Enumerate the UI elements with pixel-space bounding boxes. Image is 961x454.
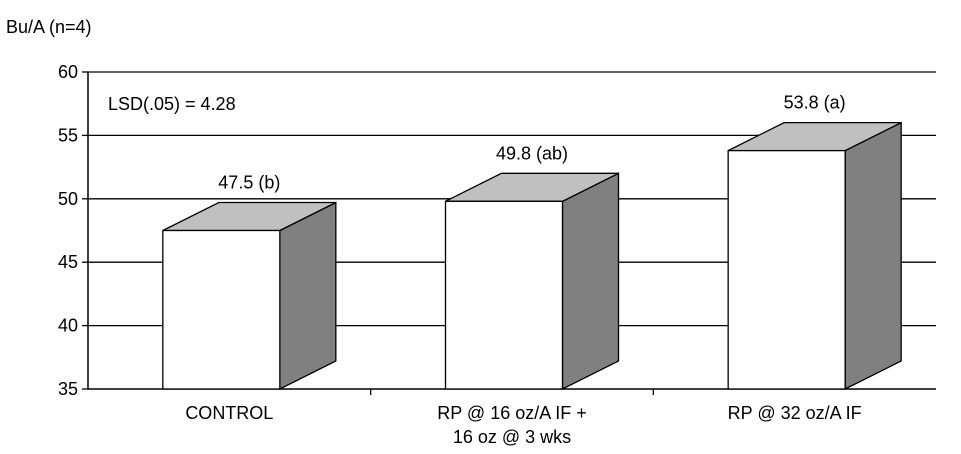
bar-side — [561, 172, 620, 391]
bar — [727, 121, 902, 391]
lsd-annotation: LSD(.05) = 4.28 — [108, 94, 236, 114]
y-tick-label: 55 — [58, 125, 78, 145]
data-label: 47.5 (b) — [218, 173, 280, 193]
data-label: 53.8 (a) — [784, 93, 846, 113]
x-tick-label: 16 oz @ 3 wks — [453, 427, 571, 447]
bar-front — [162, 229, 281, 390]
bars — [162, 121, 902, 391]
x-tick-label: RP @ 32 oz/A IF — [728, 403, 862, 423]
y-axis-label: Bu/A (n=4) — [6, 17, 92, 37]
y-tick-label: 45 — [58, 252, 78, 272]
bar-front — [444, 200, 564, 390]
x-axis-labels: CONTROL RP @ 16 oz/A IF + 16 oz @ 3 wks RP … — [185, 403, 861, 447]
bar-side — [844, 121, 902, 391]
bar-side — [279, 201, 337, 391]
y-tick-label: 50 — [58, 189, 78, 209]
bar-front — [727, 149, 846, 390]
data-label: 49.8 (ab) — [496, 143, 568, 163]
bar — [162, 201, 337, 391]
x-tick-label: RP @ 16 oz/A IF + — [437, 403, 587, 423]
data-labels: 47.5 (b) 49.8 (ab) 53.8 (a) — [218, 93, 845, 193]
y-tick-label: 40 — [58, 316, 78, 336]
y-tick-label: 60 — [58, 62, 78, 82]
bar — [444, 172, 620, 391]
x-tick-label: CONTROL — [185, 403, 273, 423]
y-axis-ticks: 35 40 45 50 55 60 — [58, 62, 654, 399]
y-tick-label: 35 — [58, 379, 78, 399]
